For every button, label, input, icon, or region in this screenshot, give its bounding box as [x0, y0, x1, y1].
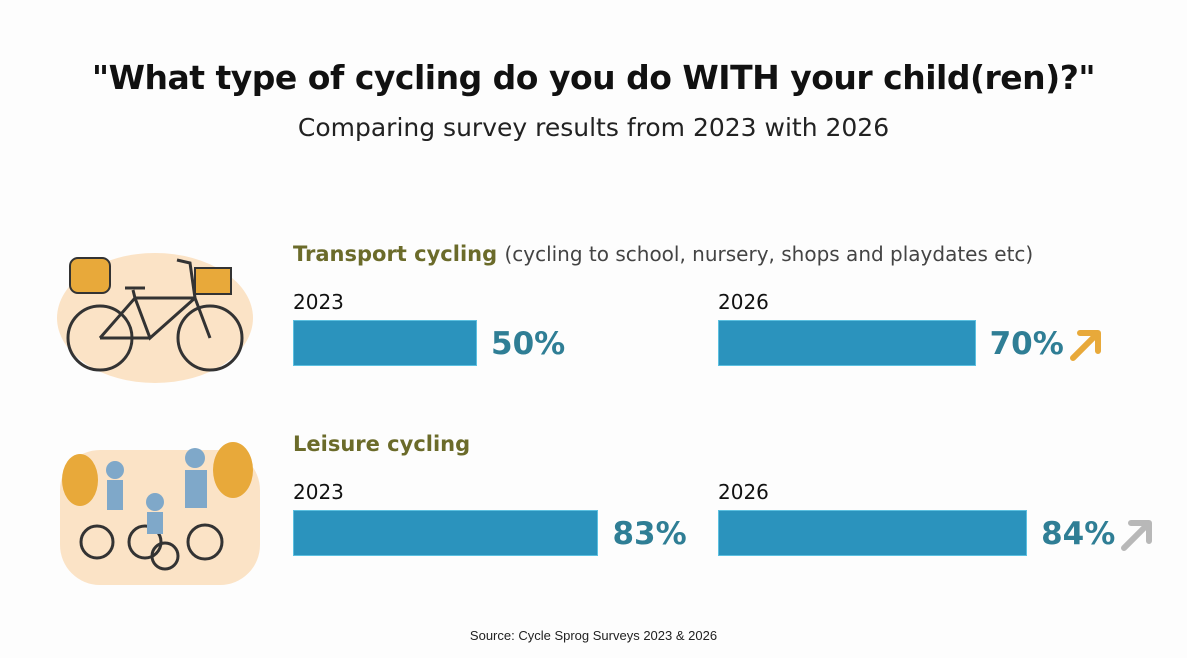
bike-with-child-seat-illustration: [57, 253, 253, 383]
year-label: 2026: [718, 290, 769, 314]
trend-up-arrow-icon: [1069, 330, 1101, 361]
value-label: 70%: [989, 326, 1064, 362]
bar-leisure-2026: [718, 510, 1028, 556]
category-name: Leisure cycling: [293, 432, 471, 456]
category-name: Transport cycling: [293, 242, 498, 266]
category-description: (cycling to school, nursery, shops and p…: [504, 242, 1034, 266]
value-label: 84%: [1041, 516, 1116, 552]
category-label-leisure: Leisure cycling: [293, 432, 470, 456]
value-label: 50%: [491, 326, 566, 362]
year-label: 2023: [293, 480, 344, 504]
value-label: 83%: [612, 516, 687, 552]
chart-subtitle: Comparing survey results from 2023 with …: [297, 113, 890, 142]
bar-transport-2023: [293, 320, 477, 366]
year-label: 2023: [293, 290, 344, 314]
family-cycling-illustration: [60, 442, 260, 585]
category-label-transport: Transport cycling (cycling to school, nu…: [293, 242, 1033, 266]
year-label: 2026: [718, 480, 769, 504]
bar-leisure-2023: [293, 510, 599, 556]
bar-transport-2026: [718, 320, 976, 366]
source-note: Source: Cycle Sprog Surveys 2023 & 2026: [469, 628, 718, 643]
chart-title: "What type of cycling do you do WITH you…: [91, 58, 1096, 97]
trend-up-arrow-icon: [1121, 520, 1153, 551]
